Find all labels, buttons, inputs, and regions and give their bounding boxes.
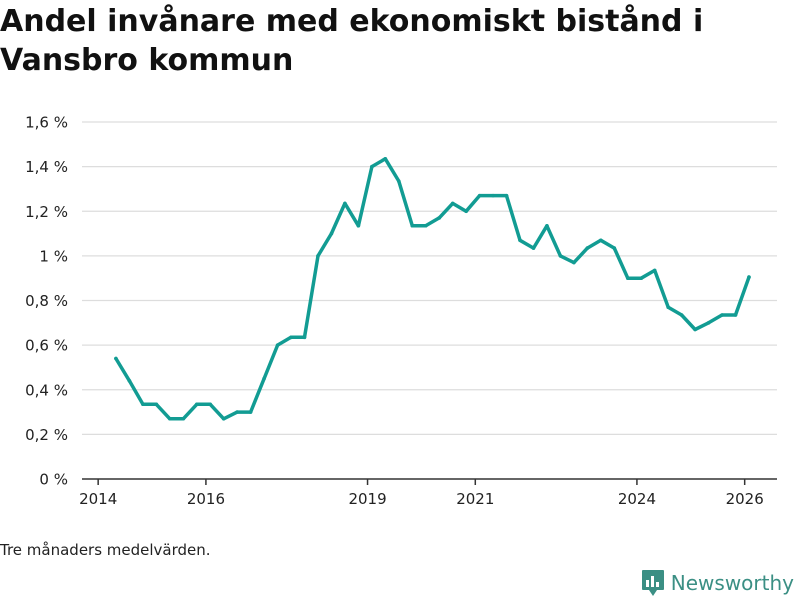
data-point: [558, 254, 563, 258]
data-point: [599, 238, 603, 243]
series-layer: [114, 157, 751, 421]
y-tick-label: 0,2 %: [25, 426, 68, 444]
brand-logo[interactable]: Newsworthy: [641, 568, 794, 598]
data-point: [141, 402, 145, 407]
data-point: [747, 275, 751, 279]
x-tick-label: 2014: [79, 490, 117, 508]
data-point: [652, 268, 657, 273]
data-point: [208, 402, 213, 407]
x-tick-label: 2016: [187, 490, 225, 508]
data-point: [531, 246, 536, 250]
chart-note: Tre månaders medelvärden.: [0, 541, 211, 559]
data-point: [545, 223, 549, 228]
data-point: [504, 193, 509, 198]
data-point: [127, 379, 132, 383]
y-tick-label: 1,6 %: [25, 114, 68, 132]
data-point: [437, 216, 441, 220]
data-point: [625, 276, 630, 280]
chart-title: Andel invånare med ekonomiskt bistånd i …: [0, 4, 704, 78]
data-point: [666, 305, 670, 309]
data-point: [302, 335, 307, 340]
data-point: [262, 376, 266, 381]
x-tick-label: 2021: [456, 490, 494, 508]
y-tick-label: 0 %: [39, 471, 68, 489]
gridlines: [82, 121, 777, 435]
data-point: [720, 313, 724, 317]
data-point: [154, 402, 159, 407]
data-point: [693, 327, 697, 332]
x-tick-label: 2026: [726, 490, 764, 508]
data-point: [423, 223, 428, 228]
y-tick-label: 0,4 %: [25, 381, 68, 399]
series-line: [114, 157, 751, 421]
data-point: [518, 238, 522, 243]
data-point: [275, 343, 280, 347]
data-point: [248, 410, 253, 414]
data-point: [733, 313, 738, 317]
data-point: [289, 335, 293, 340]
y-tick-label: 1 %: [39, 247, 68, 265]
data-point: [383, 157, 388, 161]
data-point: [114, 356, 118, 361]
data-point: [181, 416, 186, 421]
data-point: [168, 416, 172, 421]
x-axis-labels: 2014 2016 2019 2021 2024 2026: [79, 490, 764, 508]
data-point: [679, 313, 684, 317]
data-point: [235, 410, 239, 414]
data-point: [356, 223, 361, 228]
data-point: [194, 402, 199, 407]
data-point: [316, 254, 320, 258]
y-axis-labels: 0 % 0,2 % 0,4 % 0,6 % 0,8 % 1 % 1,2 % 1,4 % 1,6 …: [25, 114, 68, 489]
data-point: [706, 321, 711, 325]
y-tick-label: 1,2 %: [25, 203, 68, 221]
data-point: [329, 231, 334, 236]
y-tick-label: 0,6 %: [25, 337, 68, 355]
data-point: [450, 201, 455, 206]
data-point: [370, 164, 374, 169]
y-tick-label: 0,8 %: [25, 292, 68, 310]
x-tick-label: 2019: [348, 490, 386, 508]
data-point: [343, 201, 347, 206]
data-point: [477, 193, 482, 198]
data-point: [585, 246, 590, 250]
line-chart: 0 % 0,2 % 0,4 % 0,6 % 0,8 % 1 % 1,2 % 1,4 % 1,6 …: [25, 114, 777, 508]
data-point: [221, 416, 226, 421]
data-point: [612, 246, 617, 250]
data-point: [464, 209, 468, 214]
data-point: [639, 276, 644, 280]
brand-name: Newsworthy: [670, 571, 794, 595]
data-point: [572, 260, 576, 265]
x-axis: [82, 478, 777, 485]
data-point: [491, 193, 495, 198]
y-tick-label: 1,4 %: [25, 158, 68, 176]
data-point: [410, 223, 415, 228]
newsworthy-logo-icon: [641, 570, 664, 596]
data-point: [396, 179, 401, 183]
x-tick-label: 2024: [618, 490, 656, 508]
